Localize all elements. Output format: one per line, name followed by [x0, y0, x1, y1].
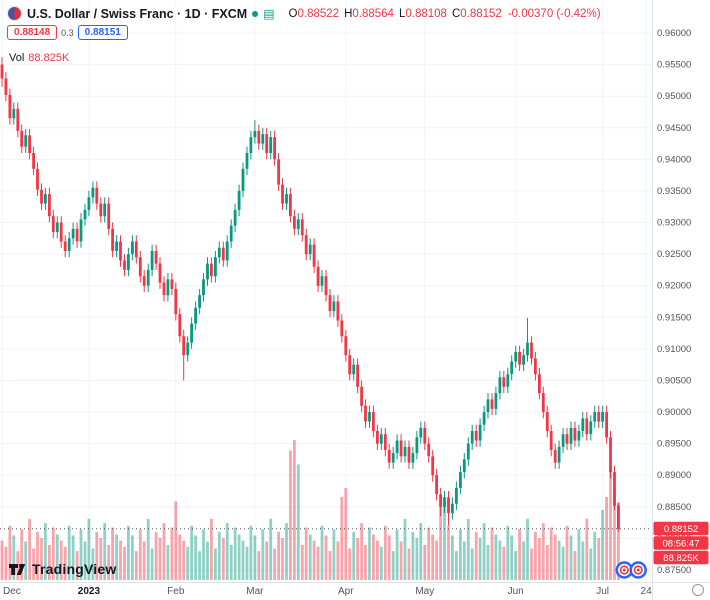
volume-legend: Vol 88.825K: [9, 52, 69, 64]
spread-value: 0.3: [61, 27, 74, 38]
svg-text:88.825K: 88.825K: [663, 553, 699, 564]
svg-text:0.89500: 0.89500: [657, 439, 691, 450]
axis-price-badges: 0.88152 08:56:47 88.825K: [653, 521, 709, 565]
low-label: L: [398, 7, 406, 20]
svg-text:0.91000: 0.91000: [657, 344, 691, 355]
svg-text:0.92000: 0.92000: [657, 281, 691, 292]
svg-text:0.95000: 0.95000: [657, 91, 691, 102]
svg-text:0.94000: 0.94000: [657, 154, 691, 165]
svg-text:0.93500: 0.93500: [657, 186, 691, 197]
svg-text:0.90500: 0.90500: [657, 376, 691, 387]
volume-bars: [0, 440, 620, 581]
volume-label: Vol: [9, 52, 25, 64]
sell-bid-button[interactable]: 0.88148: [7, 25, 58, 40]
low-value: 0.88108: [405, 7, 447, 20]
open-label: O: [288, 7, 298, 20]
svg-text:Apr: Apr: [338, 586, 354, 597]
svg-text:0.89000: 0.89000: [657, 470, 691, 481]
volume-value: 88.825K: [28, 52, 70, 64]
svg-text:0.87500: 0.87500: [657, 565, 691, 576]
change-value: -0.00370 (-0.42%): [507, 7, 601, 20]
svg-text:0.88500: 0.88500: [657, 502, 691, 513]
svg-text:0.94500: 0.94500: [657, 123, 691, 134]
svg-text:0.92500: 0.92500: [657, 249, 691, 260]
close-value: 0.88152: [460, 7, 502, 20]
bid-ask-row: 0.88148 0.3 0.88151: [7, 25, 128, 40]
data-window-icon[interactable]: ▤: [263, 6, 275, 21]
economic-event-icons[interactable]: [615, 561, 647, 579]
candles-layer: [0, 57, 620, 532]
svg-text:May: May: [415, 586, 434, 597]
svg-text:0.88152: 0.88152: [664, 524, 698, 535]
svg-text:Dec: Dec: [3, 586, 21, 597]
market-status-dot: [252, 10, 259, 17]
svg-text:2023: 2023: [78, 586, 101, 597]
svg-text:0.93000: 0.93000: [657, 218, 691, 229]
svg-text:Mar: Mar: [246, 586, 264, 597]
symbol-title[interactable]: U.S. Dollar / Swiss Franc · 1D · FXCM: [27, 6, 248, 21]
high-label: H: [344, 7, 353, 20]
tradingview-wordmark: TradingView: [32, 561, 117, 577]
buy-ask-button[interactable]: 0.88151: [77, 25, 128, 40]
svg-text:Jun: Jun: [508, 586, 524, 597]
svg-text:0.91500: 0.91500: [657, 312, 691, 323]
time-scale[interactable]: Dec 2023 Feb Mar Apr May Jun Jul 24: [3, 586, 652, 597]
close-label: C: [451, 7, 461, 20]
svg-text:Feb: Feb: [167, 586, 185, 597]
svg-text:24: 24: [641, 586, 653, 597]
high-value: 0.88564: [352, 7, 394, 20]
chart-legend: U.S. Dollar / Swiss Franc · 1D · FXCM ▤ …: [7, 6, 601, 64]
svg-text:08:56:47: 08:56:47: [663, 538, 700, 549]
symbol-logo: [7, 6, 22, 21]
open-value: 0.88522: [297, 7, 340, 20]
tradingview-logo-icon: [9, 564, 26, 575]
ohlc-values: O 0.88522 H 0.88564 L 0.88108 C 0.88152 -0.0…: [284, 8, 601, 20]
svg-text:0.90000: 0.90000: [657, 407, 691, 418]
svg-text:0.96000: 0.96000: [657, 28, 691, 39]
svg-text:0.95500: 0.95500: [657, 60, 691, 71]
tradingview-watermark[interactable]: TradingView: [8, 560, 116, 578]
svg-text:Jul: Jul: [596, 586, 609, 597]
timezone-clock-icon[interactable]: [692, 584, 704, 596]
